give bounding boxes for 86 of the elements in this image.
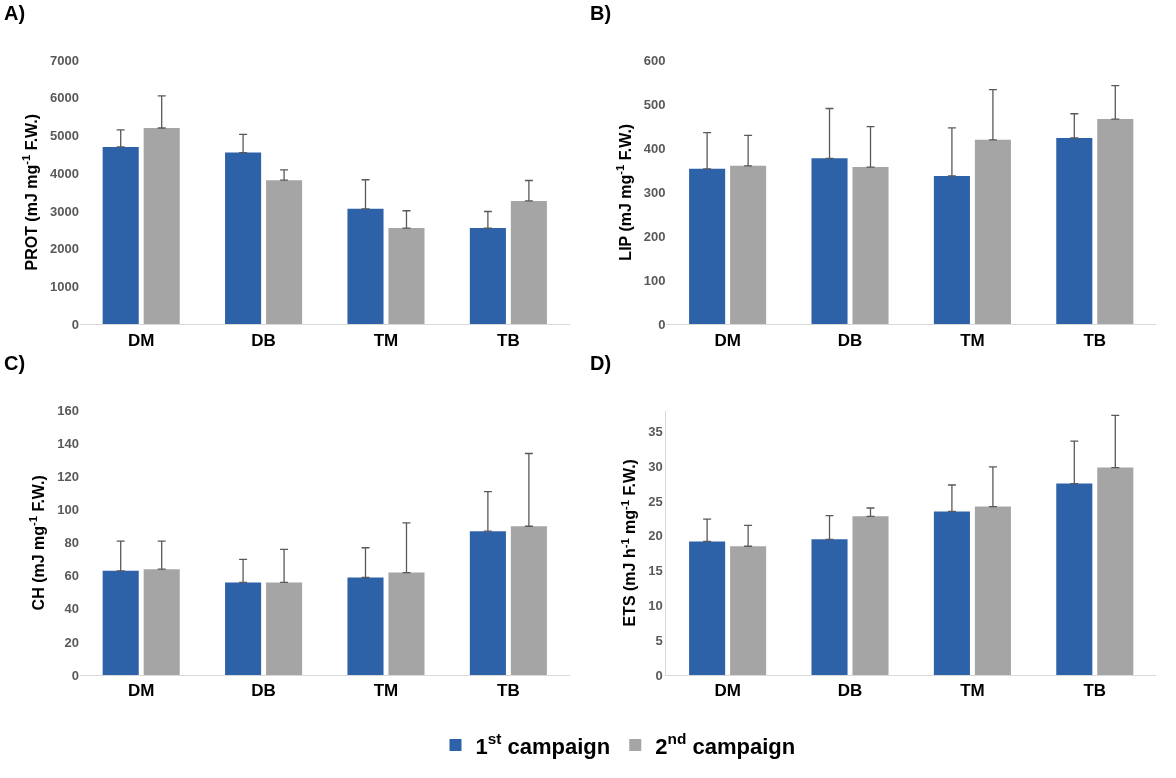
y-tick-label: 35 <box>648 423 663 439</box>
bar <box>852 167 889 325</box>
bar <box>811 539 848 675</box>
y-tick-label: 20 <box>64 634 79 650</box>
y-tick-label: 5000 <box>50 128 79 144</box>
x-tick-label: TB <box>1083 681 1107 701</box>
y-tick-label: 0 <box>658 317 666 332</box>
x-tick-label: TM <box>373 330 399 350</box>
bar <box>974 506 1011 675</box>
x-tick-label: DB <box>837 681 863 701</box>
bar <box>388 228 425 325</box>
bar <box>347 577 384 675</box>
chart-title: D) <box>590 352 612 374</box>
y-tick-label: 160 <box>57 403 79 419</box>
bar <box>689 168 726 325</box>
bar <box>102 570 139 675</box>
y-tick-label: 140 <box>57 436 79 452</box>
x-tick-label: TM <box>373 681 399 701</box>
x-tick-label: TM <box>960 681 985 701</box>
y-tick-label: 30 <box>648 458 663 474</box>
y-tick-label: 7000 <box>50 52 79 68</box>
bar <box>469 531 506 675</box>
y-tick-label: 500 <box>643 96 666 112</box>
x-tick-label: TB <box>497 681 520 701</box>
y-tick-label: 0 <box>655 667 663 683</box>
y-tick-label: 3000 <box>50 203 79 219</box>
bar <box>225 582 262 675</box>
y-tick-label: 60 <box>64 568 79 584</box>
x-tick-label: DM <box>127 681 155 701</box>
x-tick-label: DM <box>714 681 741 701</box>
bar <box>102 146 139 325</box>
x-tick-label: TB <box>1083 330 1107 350</box>
x-tick-label: TB <box>497 330 520 350</box>
x-tick-label: DB <box>837 330 863 350</box>
bar <box>266 180 303 325</box>
bar <box>225 152 262 325</box>
bar <box>266 582 303 675</box>
bar <box>1097 467 1134 675</box>
x-tick-label: TM <box>960 330 985 350</box>
y-tick-label: 20 <box>648 528 663 544</box>
bar <box>974 139 1011 325</box>
y-tick-label: 300 <box>643 184 666 200</box>
y-tick-label: 100 <box>643 272 666 288</box>
y-tick-label: 200 <box>643 228 666 244</box>
bar <box>1056 483 1093 675</box>
y-tick-label: 10 <box>648 597 663 613</box>
y-tick-label: 1000 <box>50 279 79 295</box>
bar <box>1056 138 1093 325</box>
bar <box>730 165 767 325</box>
x-tick-label: DB <box>251 681 276 701</box>
bar <box>933 175 970 325</box>
y-tick-label: 120 <box>57 469 79 485</box>
legend-label: 1$^{st}$ campaign <box>475 730 611 759</box>
x-tick-label: DM <box>714 330 741 350</box>
x-tick-label: DB <box>251 330 276 350</box>
y-tick-label: 2000 <box>50 241 79 257</box>
bar <box>1097 119 1134 325</box>
legend-label: 2$^{nd}$ campaign <box>655 730 796 759</box>
bar <box>510 200 547 325</box>
bar <box>852 516 889 675</box>
bar <box>933 511 970 675</box>
chart-title: C) <box>4 352 26 374</box>
x-tick-label: DM <box>127 330 155 350</box>
bar <box>469 228 506 325</box>
bar <box>730 546 767 675</box>
bar <box>388 572 425 675</box>
y-tick-label: 100 <box>57 502 79 518</box>
bar <box>143 128 180 325</box>
bar <box>811 158 848 325</box>
y-tick-label: 15 <box>648 563 663 579</box>
y-tick-label: 0 <box>71 317 79 332</box>
y-tick-label: 80 <box>64 535 79 551</box>
y-tick-label: 0 <box>71 667 79 683</box>
chart-title: B) <box>590 2 612 24</box>
chart-title: A) <box>4 2 26 24</box>
y-tick-label: 6000 <box>50 90 79 106</box>
bar <box>347 208 384 325</box>
bar <box>510 526 547 675</box>
y-tick-label: 400 <box>643 140 666 156</box>
bar <box>689 541 726 675</box>
y-tick-label: 4000 <box>50 165 79 181</box>
bar <box>143 569 180 675</box>
y-tick-label: 40 <box>64 601 79 617</box>
y-tick-label: 600 <box>643 52 666 68</box>
y-tick-label: 5 <box>655 632 663 648</box>
y-tick-label: 25 <box>648 493 663 509</box>
